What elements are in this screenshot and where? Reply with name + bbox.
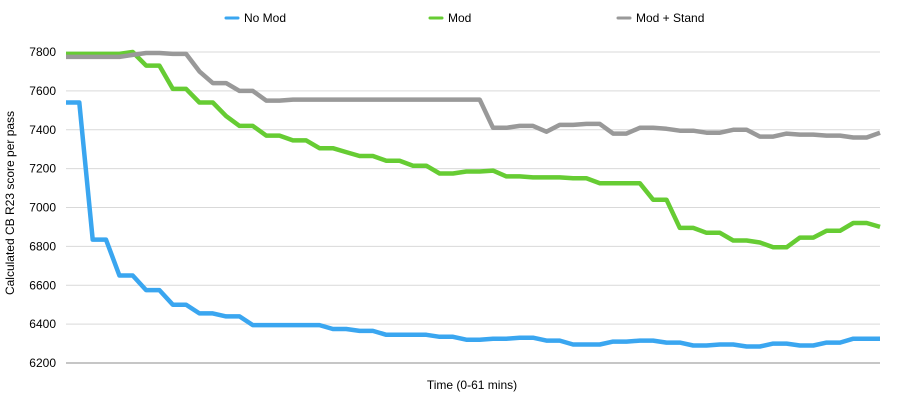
series-line-mod — [66, 49, 881, 250]
legend: No Mod Mod Mod + Stand — [224, 11, 704, 25]
y-tick-label: 6400 — [29, 317, 56, 331]
y-tick-label: 6800 — [29, 239, 56, 253]
y-tick-label: 7400 — [29, 123, 56, 137]
series-line-no-mod — [66, 100, 880, 349]
legend-label-mod: Mod — [448, 11, 471, 25]
gridlines — [66, 51, 880, 364]
legend-label-no-mod: No Mod — [244, 11, 286, 25]
y-tick-label: 6600 — [29, 278, 56, 292]
y-tick-label: 7800 — [29, 45, 56, 59]
x-axis-title: Time (0-61 mins) — [427, 378, 517, 392]
y-tick-label: 7200 — [29, 162, 56, 176]
legend-label-mod-stand: Mod + Stand — [636, 11, 704, 25]
y-tick-label: 7600 — [29, 84, 56, 98]
series-line-mod-stand — [66, 50, 881, 140]
series-lines — [66, 49, 881, 349]
y-axis-title: Calculated CB R23 score per pass — [3, 111, 17, 295]
y-tick-labels: 6200 6400 6600 6800 7000 7200 7400 7600 7800 — [29, 45, 56, 370]
y-tick-label: 6200 — [29, 356, 56, 370]
y-tick-label: 7000 — [29, 201, 56, 215]
